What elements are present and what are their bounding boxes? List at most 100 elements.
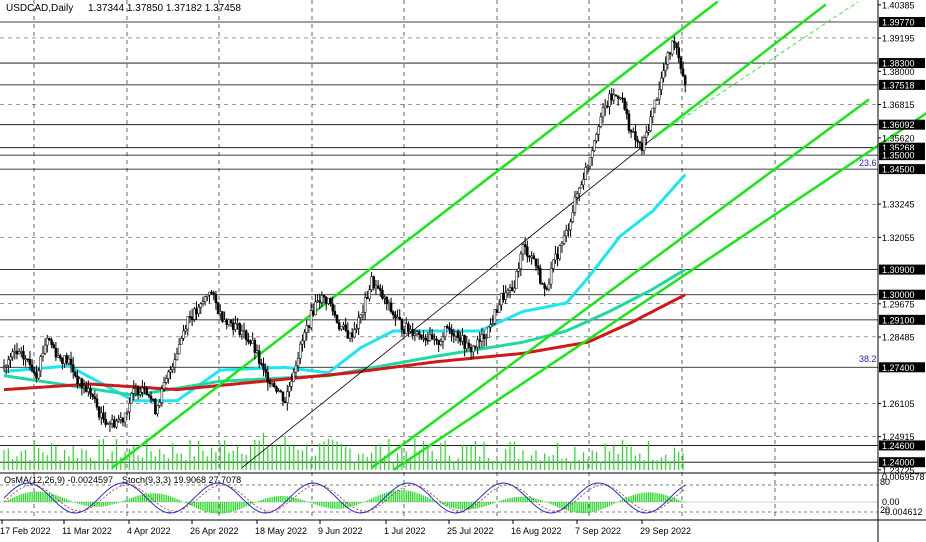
channel-line xyxy=(241,138,654,469)
time-tick-label: 16 Aug 2022 xyxy=(511,526,562,536)
candle-body xyxy=(340,326,343,330)
price-label-box xyxy=(879,119,925,130)
candle-body xyxy=(387,302,391,305)
candle-body xyxy=(381,289,384,299)
candle-body xyxy=(201,301,205,305)
candle-body xyxy=(311,310,315,315)
candle-body xyxy=(61,358,64,364)
candle-body xyxy=(257,350,261,364)
candle-body xyxy=(435,338,438,341)
candle-body xyxy=(625,108,629,115)
candle-body xyxy=(242,330,246,333)
price-label: 1.38300 xyxy=(882,59,915,69)
price-tick-label: 1.36815 xyxy=(882,100,915,110)
candle-body xyxy=(575,193,579,198)
candle-body xyxy=(136,387,140,395)
candle-body xyxy=(294,365,298,373)
candle-body xyxy=(394,314,397,319)
candle-body xyxy=(50,339,53,345)
candle-body xyxy=(171,366,174,370)
candle-body xyxy=(638,141,642,144)
candle-body xyxy=(621,97,624,100)
candle-body xyxy=(151,398,155,401)
candle-body xyxy=(342,324,345,327)
candle-body xyxy=(182,330,185,339)
candle-body xyxy=(238,323,241,335)
candle-body xyxy=(236,323,239,325)
candle-body xyxy=(93,396,97,400)
candle-body xyxy=(400,318,404,330)
candle-body xyxy=(78,378,81,384)
candle-body xyxy=(504,292,507,300)
candle-body xyxy=(126,411,129,414)
price-tick-label: 1.33245 xyxy=(882,200,915,210)
fib-label-23-6: 23.6 xyxy=(859,158,877,168)
candle-body xyxy=(612,94,616,101)
candle-body xyxy=(7,359,10,366)
price-tick-label: 1.38000 xyxy=(882,67,915,77)
candle-body xyxy=(320,295,324,303)
candle-body xyxy=(134,387,138,390)
candle-body xyxy=(208,291,211,296)
price-label-box xyxy=(879,17,925,28)
candle-body xyxy=(63,355,66,364)
candle-body xyxy=(71,364,75,373)
candle-body xyxy=(532,255,536,260)
candle-body xyxy=(402,329,406,334)
ema-line-2 xyxy=(3,293,686,392)
candle-body xyxy=(647,130,650,133)
fib-label-38-2: 38.2 xyxy=(859,354,877,364)
time-tick-label: 7 Sep 2022 xyxy=(575,526,621,536)
candle-body xyxy=(513,287,516,292)
candle-body xyxy=(595,134,598,142)
candle-body xyxy=(368,289,371,300)
candle-body xyxy=(346,330,350,339)
candle-body xyxy=(266,372,270,383)
candle-body xyxy=(601,107,605,118)
candle-body xyxy=(288,385,291,393)
candle-body xyxy=(374,285,378,289)
candle-body xyxy=(335,314,339,323)
candle-body xyxy=(20,351,23,353)
time-tick-label: 1 Jul 2022 xyxy=(384,526,426,536)
candle-body xyxy=(221,311,224,322)
candle-body xyxy=(443,326,447,338)
candle-body xyxy=(84,385,88,392)
candle-body xyxy=(54,347,58,358)
candle-body xyxy=(119,417,123,420)
candle-body xyxy=(679,57,683,70)
candle-body xyxy=(253,339,257,353)
candle-body xyxy=(286,391,289,403)
candle-body xyxy=(495,309,499,313)
candle-body xyxy=(316,300,319,303)
candle-body xyxy=(249,341,252,344)
candle-body xyxy=(324,296,328,304)
price-tick-label: 1.40385 xyxy=(882,0,915,10)
candle-body xyxy=(430,334,434,340)
candle-body xyxy=(580,184,583,189)
candle-body xyxy=(303,332,306,342)
candle-body xyxy=(476,339,479,348)
price-tick-label: 1.32055 xyxy=(882,233,915,243)
candle-body xyxy=(517,268,520,272)
candle-body xyxy=(210,291,213,294)
candle-body xyxy=(255,350,259,353)
candle-body xyxy=(534,258,538,267)
candle-body xyxy=(627,113,631,131)
candle-body xyxy=(543,283,546,289)
candle-body xyxy=(348,332,352,339)
candle-body xyxy=(193,308,196,320)
candle-body xyxy=(229,319,233,324)
price-label: 1.30900 xyxy=(882,265,915,275)
candle-body xyxy=(640,142,644,151)
candle-body xyxy=(383,296,386,299)
candle-body xyxy=(355,328,358,330)
candle-body xyxy=(91,394,94,397)
candle-body xyxy=(43,344,47,354)
candle-body xyxy=(17,351,21,355)
price-label: 1.24600 xyxy=(882,441,915,451)
candle-body xyxy=(214,293,218,303)
candle-body xyxy=(675,42,678,48)
chart-title-ohlc: 1.37344 1.37850 1.37182 1.37458 xyxy=(88,3,241,14)
